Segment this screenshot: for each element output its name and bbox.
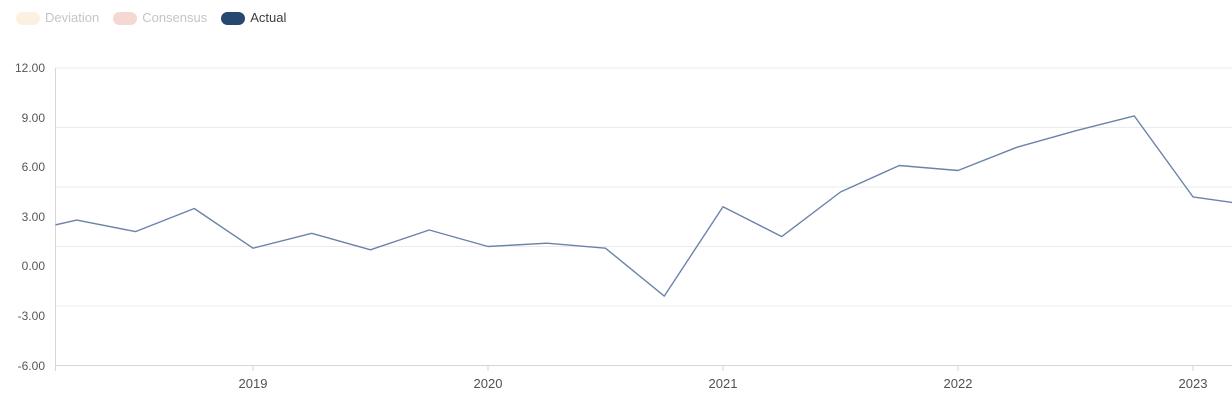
legend-item-deviation[interactable]: Deviation <box>16 9 99 27</box>
actual-line-series <box>55 115 1232 297</box>
legend-label: Deviation <box>45 10 100 25</box>
deviation-swatch-icon <box>16 11 40 25</box>
series-lines <box>55 115 1232 297</box>
gridlines <box>55 67 1232 366</box>
legend-label: Consensus <box>142 10 208 25</box>
consensus-swatch-icon <box>113 11 138 25</box>
legend: Deviation Consensus Actual <box>16 9 286 27</box>
actual-swatch-icon <box>221 11 246 25</box>
axes <box>55 68 1194 371</box>
legend-item-consensus[interactable]: Consensus <box>113 9 207 27</box>
legend-item-actual[interactable]: Actual <box>221 9 286 27</box>
legend-label: Actual <box>250 10 287 25</box>
